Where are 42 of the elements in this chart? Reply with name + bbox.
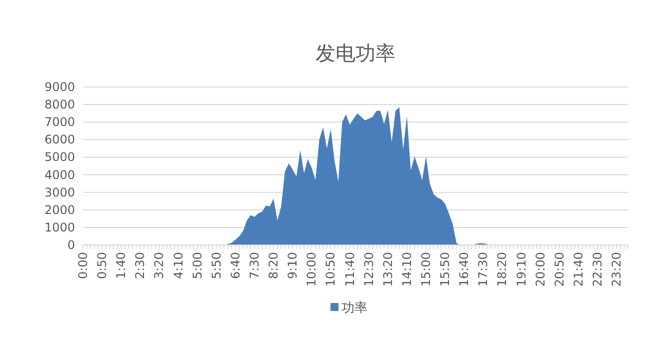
x-tick-label: 11:40 bbox=[342, 252, 357, 287]
x-tick-label: 19:10 bbox=[514, 252, 528, 287]
legend: 功率 bbox=[330, 301, 368, 316]
y-tick-label: 5000 bbox=[44, 150, 75, 164]
y-tick-label: 7000 bbox=[44, 115, 75, 130]
y-tick-label: 9000 bbox=[44, 80, 75, 94]
x-tick-label: 13:20 bbox=[380, 252, 395, 287]
y-tick-label: 8000 bbox=[44, 98, 75, 112]
y-tick-label: 0 bbox=[67, 238, 75, 252]
x-tick-label: 3:20 bbox=[152, 252, 166, 279]
x-tick-label: 2:30 bbox=[133, 252, 148, 279]
x-tick-label: 5:00 bbox=[190, 252, 204, 279]
x-tick-label: 20:00 bbox=[533, 252, 548, 287]
x-tick-label: 10:00 bbox=[304, 252, 319, 287]
x-tick-label: 4:10 bbox=[171, 252, 186, 279]
x-tick-label: 10:50 bbox=[324, 252, 338, 287]
legend-label: 功率 bbox=[342, 300, 368, 316]
x-tick-label: 5:50 bbox=[209, 252, 224, 279]
y-tick-label: 1000 bbox=[44, 220, 75, 234]
y-tick-label: 3000 bbox=[44, 185, 75, 200]
x-tick-label: 7:30 bbox=[248, 252, 262, 279]
y-tick-label: 4000 bbox=[44, 168, 75, 182]
x-tick-label: 1:40 bbox=[114, 252, 128, 279]
x-tick-label: 18:20 bbox=[495, 252, 510, 287]
y-tick-label: 6000 bbox=[44, 132, 75, 147]
x-tick-label: 21:40 bbox=[571, 252, 586, 287]
chart-title: 发电功率 bbox=[316, 41, 396, 65]
y-tick-label: 2000 bbox=[44, 202, 75, 217]
x-tick-label: 0:00 bbox=[76, 252, 90, 279]
x-tick-label: 6:40 bbox=[228, 252, 242, 279]
x-tick-label: 8:20 bbox=[266, 252, 281, 279]
x-tick-label: 16:40 bbox=[457, 252, 472, 287]
x-tick-label: 12:30 bbox=[362, 252, 376, 287]
x-tick-label: 15:50 bbox=[438, 252, 452, 287]
x-tick-label: 22:30 bbox=[590, 252, 605, 287]
x-tick-label: 9:10 bbox=[286, 252, 300, 279]
x-tick-label: 20:50 bbox=[552, 252, 566, 287]
x-tick-label: 23:20 bbox=[610, 252, 624, 287]
x-tick-label: 14:10 bbox=[400, 252, 414, 287]
x-tick-label: 15:00 bbox=[419, 252, 434, 287]
x-tick-label: 17:30 bbox=[476, 252, 490, 287]
x-tick-label: 0:50 bbox=[95, 252, 110, 279]
